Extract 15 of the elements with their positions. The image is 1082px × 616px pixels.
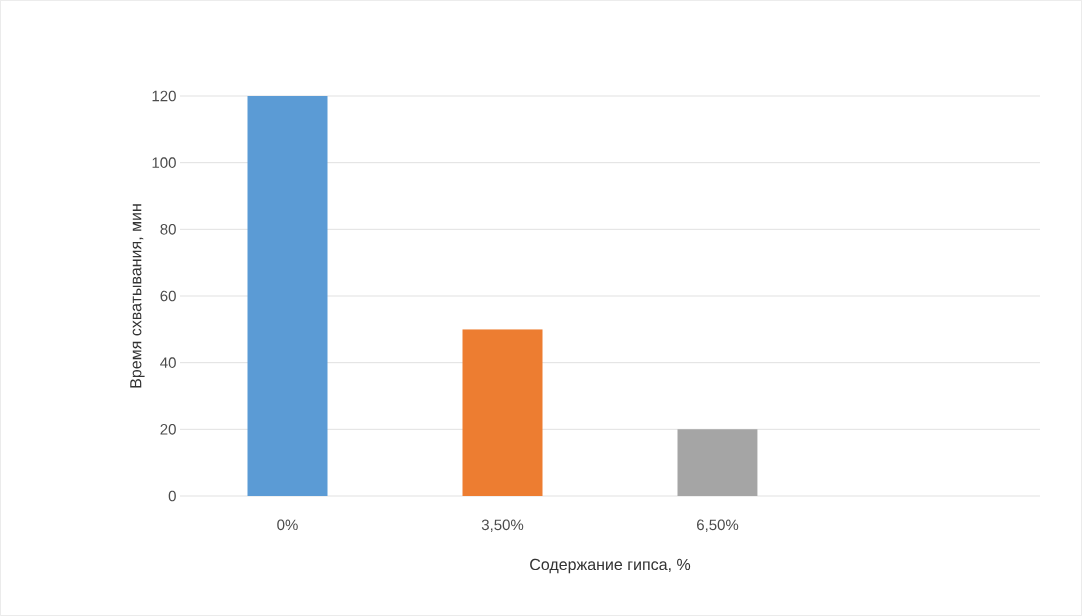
y-tick-label: 100 bbox=[152, 157, 176, 168]
x-axis-title: Содержание гипса, % bbox=[530, 558, 691, 574]
x-tick-label: 3,50% bbox=[481, 519, 524, 532]
x-tick-label: 6,50% bbox=[697, 519, 739, 532]
y-tick-label: 80 bbox=[160, 224, 176, 235]
bar bbox=[247, 96, 328, 496]
y-tick-label: 120 bbox=[152, 90, 176, 102]
bar bbox=[462, 329, 543, 496]
y-tick-label: 20 bbox=[160, 424, 176, 435]
y-tick-label: 0 bbox=[168, 490, 176, 502]
y-axis-title: Время схватывания, мин bbox=[130, 204, 145, 388]
bar bbox=[677, 429, 758, 496]
y-tick-label: 40 bbox=[160, 357, 176, 368]
y-tick-label: 60 bbox=[160, 290, 176, 302]
x-tick-label: 0% bbox=[277, 519, 298, 531]
